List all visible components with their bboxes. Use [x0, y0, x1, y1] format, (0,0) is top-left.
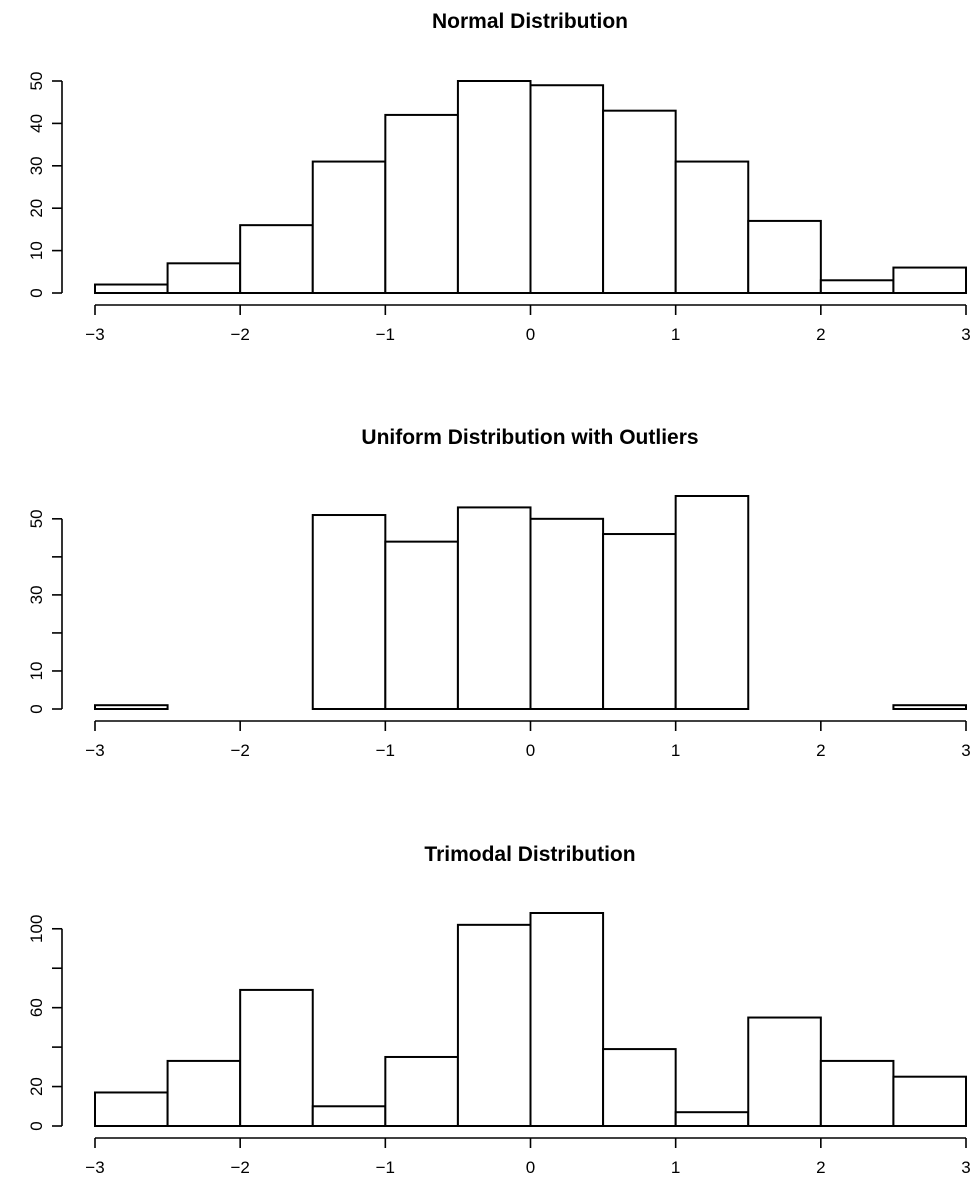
y-tick-label: 10 — [27, 662, 46, 681]
histogram-bar — [529, 84, 605, 294]
histogram-bar — [311, 514, 387, 711]
chart-title: Uniform Distribution with Outliers — [361, 426, 698, 449]
histogram-bar — [94, 1091, 169, 1127]
x-tick-label: 3 — [961, 1158, 970, 1177]
y-tick-label: 20 — [27, 1077, 46, 1096]
x-tick-label: 1 — [671, 325, 680, 344]
histogram-bar — [747, 219, 822, 294]
chart-title: Normal Distribution — [432, 10, 628, 33]
x-tick-label: −1 — [376, 741, 395, 760]
histogram-bar — [384, 540, 459, 711]
y-tick-label: 50 — [27, 509, 46, 528]
histogram-bar — [529, 912, 605, 1127]
y-tick-label: 0 — [27, 1121, 46, 1130]
x-tick-label: 0 — [526, 1158, 535, 1177]
histogram-bar — [456, 80, 532, 294]
histogram-bar — [602, 109, 677, 295]
histogram-bar — [674, 160, 750, 294]
y-tick-label: 100 — [27, 915, 46, 943]
y-tick-label: 0 — [27, 288, 46, 297]
histogram-bar — [311, 1105, 387, 1128]
histogram-bar — [311, 160, 387, 294]
histogram-bar — [529, 517, 605, 710]
histogram-bar — [456, 506, 532, 710]
histogram-bar — [456, 923, 532, 1127]
histogram-bar — [674, 1111, 750, 1128]
histogram-bar — [747, 1016, 822, 1127]
y-tick-label: 30 — [27, 585, 46, 604]
y-tick-label: 0 — [27, 704, 46, 713]
x-tick-label: 0 — [526, 741, 535, 760]
x-tick-label: −3 — [85, 325, 104, 344]
x-tick-label: 2 — [816, 1158, 825, 1177]
histogram-bar — [94, 704, 169, 710]
x-tick-label: −2 — [230, 1158, 249, 1177]
histogram-bar — [602, 533, 677, 710]
y-tick-label: 30 — [27, 156, 46, 175]
histogram-bar — [384, 113, 459, 294]
histogram-bar — [892, 1075, 968, 1128]
x-tick-label: 0 — [526, 325, 535, 344]
histogram-bar — [166, 262, 242, 295]
y-tick-label: 40 — [27, 114, 46, 133]
histogram-bar — [819, 279, 895, 294]
x-tick-label: −2 — [230, 741, 249, 760]
x-tick-label: −1 — [376, 325, 395, 344]
x-tick-label: −1 — [376, 1158, 395, 1177]
y-tick-label: 60 — [27, 998, 46, 1017]
histogram-bar — [674, 495, 750, 710]
histogram-bar — [892, 266, 968, 294]
x-tick-label: −3 — [85, 741, 104, 760]
histogram-bar — [602, 1048, 677, 1128]
y-tick-label: 10 — [27, 241, 46, 260]
x-tick-label: 2 — [816, 741, 825, 760]
normal-distribution-panel: Normal Distribution −3 −2 −1 0 1 2 30102030405… — [27, 10, 971, 344]
x-tick-label: −3 — [85, 1158, 104, 1177]
x-tick-label: 3 — [961, 325, 970, 344]
histogram-bar — [94, 283, 169, 294]
histogram-bar — [239, 988, 314, 1128]
uniform-distribution-panel: Uniform Distribution with Outliers −3 −2 −… — [27, 426, 971, 760]
y-tick-label: 20 — [27, 199, 46, 218]
x-tick-label: 1 — [671, 741, 680, 760]
histogram-bar — [384, 1055, 459, 1127]
x-tick-label: −2 — [230, 325, 249, 344]
y-tick-label: 50 — [27, 72, 46, 91]
histogram-bar — [819, 1059, 895, 1127]
histogram-bar — [239, 224, 314, 294]
chart-title: Trimodal Distribution — [424, 843, 635, 866]
x-tick-label: 3 — [961, 741, 970, 760]
histogram-bar — [166, 1059, 242, 1127]
histogram-bar — [892, 704, 968, 710]
x-tick-label: 2 — [816, 325, 825, 344]
x-tick-label: 1 — [671, 1158, 680, 1177]
trimodal-distribution-panel: Trimodal Distribution −3 −2 −1 0 1 2 3 0 20 60 100 — [27, 843, 971, 1177]
